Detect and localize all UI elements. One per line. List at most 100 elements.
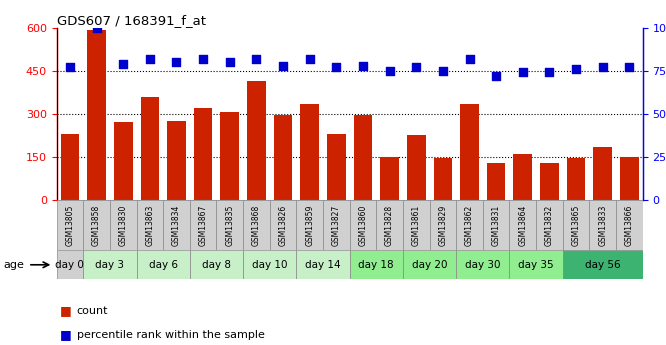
Point <box>278 63 288 68</box>
Bar <box>327 134 346 200</box>
Text: GSM13859: GSM13859 <box>305 205 314 246</box>
Bar <box>243 200 270 250</box>
Text: GSM13829: GSM13829 <box>438 205 448 246</box>
Text: day 8: day 8 <box>202 260 231 270</box>
Bar <box>434 158 452 200</box>
Point <box>624 65 635 70</box>
Bar <box>247 81 266 200</box>
Bar <box>350 250 403 279</box>
Bar <box>509 200 536 250</box>
Bar <box>296 200 323 250</box>
Bar <box>83 250 137 279</box>
Bar <box>460 104 479 200</box>
Point <box>358 63 368 68</box>
Point <box>491 73 501 79</box>
Text: day 18: day 18 <box>358 260 394 270</box>
Text: day 3: day 3 <box>95 260 125 270</box>
Text: day 35: day 35 <box>518 260 554 270</box>
Bar <box>456 200 483 250</box>
Text: day 6: day 6 <box>149 260 178 270</box>
Point <box>384 68 395 73</box>
Bar <box>141 97 159 200</box>
Bar <box>403 200 430 250</box>
Bar <box>57 250 83 279</box>
Point <box>464 56 475 61</box>
Bar <box>87 30 106 200</box>
Bar <box>61 134 79 200</box>
Text: ■: ■ <box>60 328 72 341</box>
Text: GSM13826: GSM13826 <box>278 205 288 246</box>
Bar <box>216 200 243 250</box>
Bar <box>483 200 509 250</box>
Bar <box>114 122 133 200</box>
Text: day 14: day 14 <box>305 260 341 270</box>
Point <box>597 65 608 70</box>
Text: percentile rank within the sample: percentile rank within the sample <box>77 330 264 339</box>
Bar <box>194 108 212 200</box>
Bar <box>243 250 296 279</box>
Text: GSM13832: GSM13832 <box>545 205 554 246</box>
Bar <box>110 200 137 250</box>
Bar <box>407 135 426 200</box>
Point <box>331 65 342 70</box>
Text: GSM13862: GSM13862 <box>465 205 474 246</box>
Bar <box>323 200 350 250</box>
Point <box>544 70 555 75</box>
Point <box>198 56 208 61</box>
Text: day 56: day 56 <box>585 260 621 270</box>
Bar <box>616 200 643 250</box>
Text: day 30: day 30 <box>465 260 501 270</box>
Text: GSM13830: GSM13830 <box>119 205 128 246</box>
Text: count: count <box>77 306 108 315</box>
Bar <box>296 250 350 279</box>
Bar <box>589 200 616 250</box>
Text: GSM13828: GSM13828 <box>385 205 394 246</box>
Bar <box>509 250 563 279</box>
Bar <box>137 250 190 279</box>
Text: GSM13858: GSM13858 <box>92 205 101 246</box>
Point <box>65 65 75 70</box>
Point <box>438 68 448 73</box>
Bar <box>57 200 83 250</box>
Point <box>171 59 182 65</box>
Text: GSM13827: GSM13827 <box>332 205 341 246</box>
Text: age: age <box>3 260 24 270</box>
Text: GSM13833: GSM13833 <box>598 205 607 246</box>
Bar <box>513 154 532 200</box>
Text: GSM13863: GSM13863 <box>145 205 155 246</box>
Text: GSM13868: GSM13868 <box>252 205 261 246</box>
Text: GSM13861: GSM13861 <box>412 205 421 246</box>
Text: ■: ■ <box>60 304 72 317</box>
Bar <box>593 147 612 200</box>
Bar <box>354 115 372 200</box>
Bar <box>83 200 110 250</box>
Bar <box>274 115 292 200</box>
Text: GSM13864: GSM13864 <box>518 205 527 246</box>
Point <box>224 59 235 65</box>
Bar <box>456 250 509 279</box>
Bar <box>567 158 585 200</box>
Point <box>145 56 155 61</box>
Text: GDS607 / 168391_f_at: GDS607 / 168391_f_at <box>57 14 206 27</box>
Bar <box>620 157 639 200</box>
Bar <box>190 250 243 279</box>
Bar <box>376 200 403 250</box>
Text: GSM13866: GSM13866 <box>625 205 634 246</box>
Point <box>251 56 262 61</box>
Bar <box>163 200 190 250</box>
Text: GSM13834: GSM13834 <box>172 205 181 246</box>
Text: day 10: day 10 <box>252 260 288 270</box>
Bar <box>167 121 186 200</box>
Bar <box>220 112 239 200</box>
Text: GSM13865: GSM13865 <box>571 205 581 246</box>
Bar <box>536 200 563 250</box>
Text: day 0: day 0 <box>55 260 85 270</box>
Bar <box>487 163 505 200</box>
Point <box>411 65 422 70</box>
Text: GSM13867: GSM13867 <box>198 205 208 246</box>
Point <box>517 70 528 75</box>
Bar <box>563 200 589 250</box>
Bar <box>300 104 319 200</box>
Text: GSM13835: GSM13835 <box>225 205 234 246</box>
Bar <box>270 200 296 250</box>
